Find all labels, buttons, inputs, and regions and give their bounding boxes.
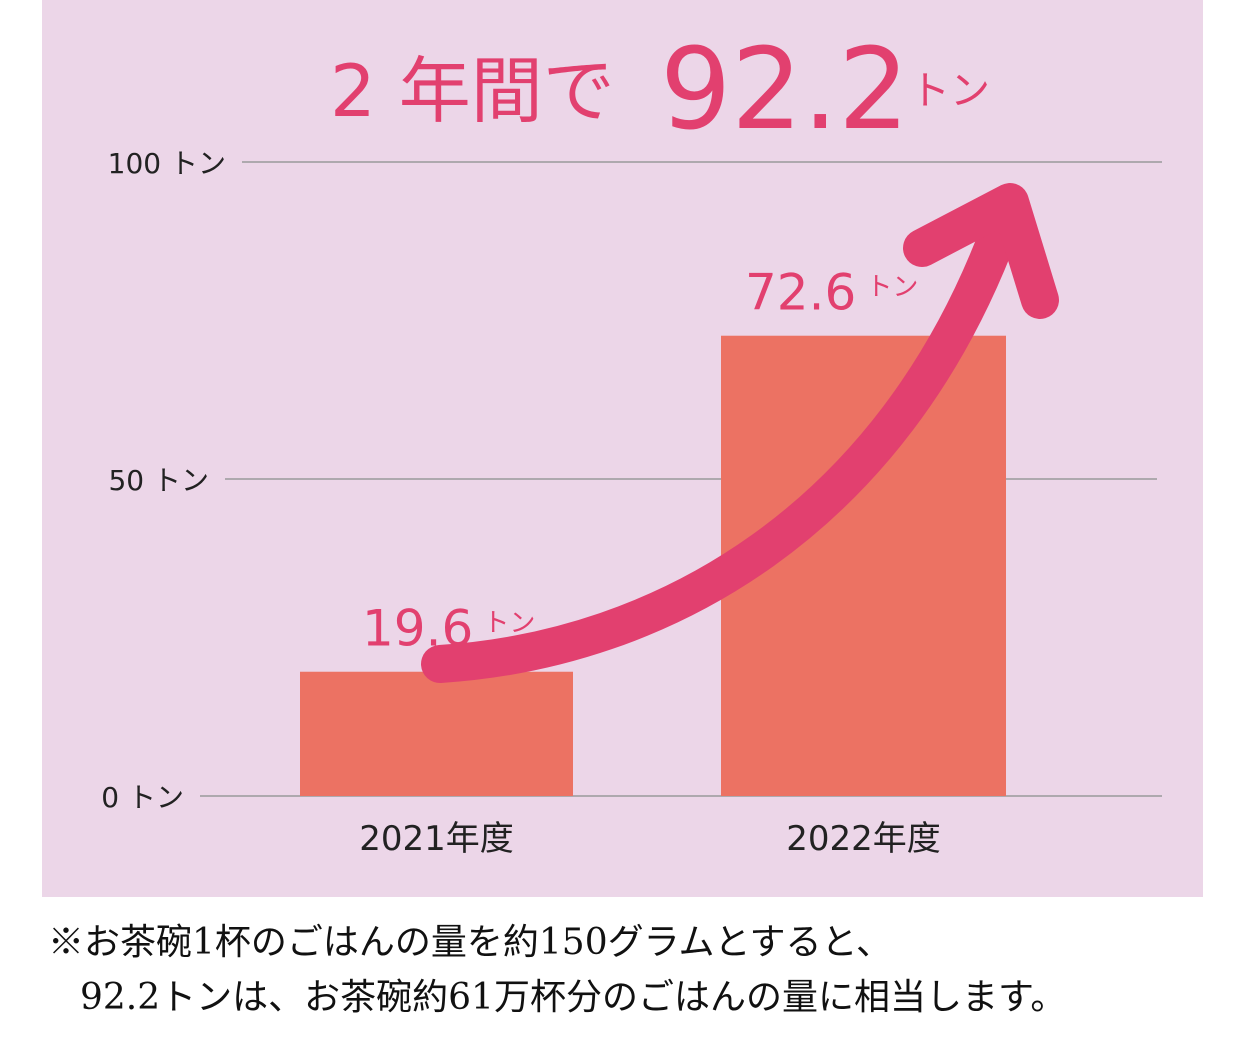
- headline: 2 年間で 92.2 トン: [330, 25, 990, 155]
- bar-value-label: 19.6 トン: [362, 600, 535, 658]
- bar-chart: 0 トン 50 トン 100 トン 19.6 トン 72.6 トン 2021年度 2022年…: [42, 0, 1203, 897]
- bar-value-labels: 19.6 トン 72.6 トン: [362, 264, 918, 658]
- footnote-line-2: 92.2トンは、お茶碗約61万杯分のごはんの量に相当します。: [80, 977, 1067, 1018]
- arrow-shaft: [421, 211, 1019, 683]
- arrow-head: [903, 183, 1059, 319]
- footnote-line-1: ※お茶碗1杯のごはんの量を約150グラムとすると、: [48, 922, 893, 963]
- bar-2021年度: [300, 671, 573, 796]
- y-tick-label: 100 トン: [108, 147, 226, 180]
- headline-unit: トン: [910, 68, 990, 114]
- bar-value-label: 72.6 トン: [745, 264, 918, 322]
- growth-arrow: [421, 183, 1059, 683]
- chart-background: [42, 0, 1203, 897]
- y-axis-tick-labels: 0 トン 50 トン 100 トン: [101, 147, 226, 814]
- y-tick-label: 50 トン: [108, 464, 209, 497]
- x-tick-label: 2022年度: [786, 819, 941, 859]
- headline-prefix: 2 年間で: [330, 49, 615, 133]
- chart-panel: 0 トン 50 トン 100 トン 19.6 トン 72.6 トン 2021年度 2022年…: [42, 0, 1203, 897]
- y-tick-label: 0 トン: [101, 781, 184, 814]
- headline-value: 92.2: [660, 25, 909, 155]
- x-axis-tick-labels: 2021年度 2022年度: [359, 819, 941, 859]
- x-tick-label: 2021年度: [359, 819, 514, 859]
